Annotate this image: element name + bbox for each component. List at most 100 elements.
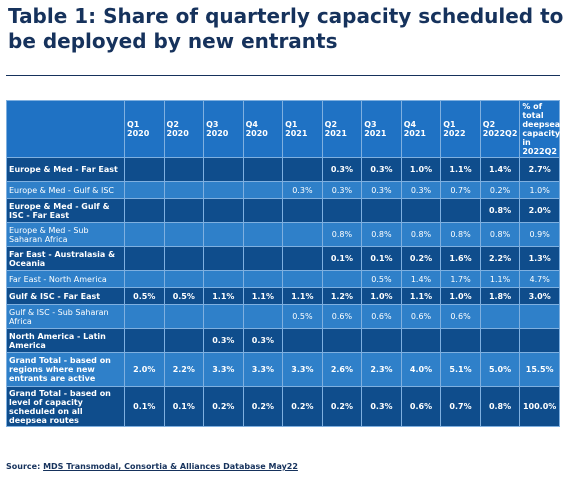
cell: [282, 270, 323, 288]
column-header-line: 2020: [166, 129, 189, 138]
cell: 0.5%: [163, 287, 205, 305]
cell: 0.6%: [440, 304, 481, 329]
cell: [124, 157, 165, 182]
cell: 0.8%: [440, 222, 481, 247]
table-row: Gulf & ISC - Far East 0.5% 0.5% 1.1% 1.1% 1.1…: [6, 287, 560, 305]
cell: [479, 328, 521, 353]
cell: [242, 304, 284, 329]
cell: 0.8%: [479, 386, 521, 427]
row-label: North America - Latin America: [6, 328, 125, 353]
column-header: Q2 2020: [163, 100, 205, 158]
column-header: Q3 2021: [361, 100, 402, 158]
cell: 0.3%: [361, 157, 402, 182]
cell: 2.0%: [519, 198, 560, 223]
cell: 0.5%: [361, 270, 402, 288]
row-label: Gulf & ISC - Far East: [6, 287, 125, 305]
cell: [163, 246, 205, 271]
cell: 0.2%: [242, 386, 284, 427]
table-row: Europe & Med - Gulf & ISC - Far East 0.8%…: [6, 198, 560, 223]
cell: [203, 304, 244, 329]
column-header-line: 2021: [403, 129, 426, 138]
column-header-line: 2022Q2: [482, 129, 518, 138]
column-header: Q4 2021: [400, 100, 442, 158]
cell: [282, 198, 323, 223]
cell: 0.3%: [282, 181, 323, 199]
row-label: Gulf & ISC - Sub Saharan Africa: [6, 304, 125, 329]
row-label: Far East - North America: [6, 270, 125, 288]
cell: 0.3%: [361, 181, 402, 199]
column-header-line: % of total deepsea capacity in 2022Q2: [522, 102, 561, 156]
column-header: Q2 2021: [321, 100, 363, 158]
cell: 2.7%: [519, 157, 560, 182]
cell: 1.1%: [400, 287, 442, 305]
source-text: MDS Transmodal, Consortia & Alliances Da…: [43, 462, 298, 471]
corner: [6, 100, 125, 158]
column-header: Q1 2021: [282, 100, 323, 158]
cell: 0.3%: [321, 157, 363, 182]
cell: 1.4%: [479, 157, 521, 182]
cell: 5.1%: [440, 352, 481, 387]
row-label: Europe & Med - Gulf & ISC: [6, 181, 125, 199]
table: Q1 2020 Q2 2020 Q3 2020 Q4 2020 Q1 2021 Q2 2021 Q3 20…: [6, 100, 560, 427]
cell: 0.2%: [282, 386, 323, 427]
cell: [163, 181, 205, 199]
cell: 0.8%: [400, 222, 442, 247]
column-header-line: Q2: [482, 120, 496, 129]
cell: 1.2%: [321, 287, 363, 305]
cell: [242, 157, 284, 182]
cell: [242, 270, 284, 288]
cell: 0.1%: [321, 246, 363, 271]
table-row: Grand Total - based on level of capacity…: [6, 386, 560, 427]
cell: 2.3%: [361, 352, 402, 387]
cell: [163, 304, 205, 329]
cell: [203, 270, 244, 288]
row-label: Grand Total - based on regions where new…: [6, 352, 125, 387]
cell: [124, 304, 165, 329]
cell: [163, 328, 205, 353]
cell: 4.0%: [400, 352, 442, 387]
cell: [124, 270, 165, 288]
cell: 2.2%: [163, 352, 205, 387]
cell: 1.1%: [203, 287, 244, 305]
header-row: Q1 2020 Q2 2020 Q3 2020 Q4 2020 Q1 2021 Q2 2021 Q3 20…: [6, 100, 561, 158]
table-row: Grand Total - based on regions where new…: [6, 352, 560, 387]
cell: 0.2%: [321, 386, 363, 427]
column-header: Q3 2020: [203, 100, 244, 158]
row-label: Europe & Med - Gulf & ISC - Far East: [6, 198, 125, 223]
cell: [361, 198, 402, 223]
column-header-line: 2022: [443, 129, 466, 138]
table-row: Far East - Australasia & Oceania 0.1% 0.1%…: [6, 246, 560, 271]
source: Source: MDS Transmodal, Consortia & Alli…: [6, 462, 298, 471]
cell: 2.0%: [124, 352, 165, 387]
cell: 0.1%: [124, 386, 165, 427]
cell: [282, 222, 323, 247]
table-row: Europe & Med - Sub Saharan Africa 0.8% 0.8…: [6, 222, 560, 247]
column-header: Q1 2020: [124, 100, 165, 158]
cell: 3.3%: [242, 352, 284, 387]
cell: 1.4%: [400, 270, 442, 288]
cell: [124, 222, 165, 247]
cell: 0.7%: [440, 181, 481, 199]
cell: 1.8%: [479, 287, 521, 305]
column-header-line: 2021: [364, 129, 387, 138]
cell: 0.6%: [321, 304, 363, 329]
row-label: Grand Total - based on level of capacity…: [6, 386, 125, 427]
column-header-line: 2021: [285, 129, 308, 138]
column-header-line: 2020: [127, 129, 150, 138]
column-header-line: 2020: [206, 129, 229, 138]
source-label: Source:: [6, 462, 41, 471]
cell: [321, 198, 363, 223]
cell: [124, 181, 165, 199]
cell: 0.3%: [400, 181, 442, 199]
column-header-line: 2020: [245, 129, 268, 138]
column-header: Q1 2022: [440, 100, 481, 158]
cell: [479, 304, 521, 329]
cell: 0.3%: [321, 181, 363, 199]
column-header-line: Q1: [127, 120, 140, 129]
cell: 1.0%: [519, 181, 560, 199]
cell: 0.9%: [519, 222, 560, 247]
cell: [519, 328, 560, 353]
cell: 0.1%: [163, 386, 205, 427]
cell: [242, 222, 284, 247]
